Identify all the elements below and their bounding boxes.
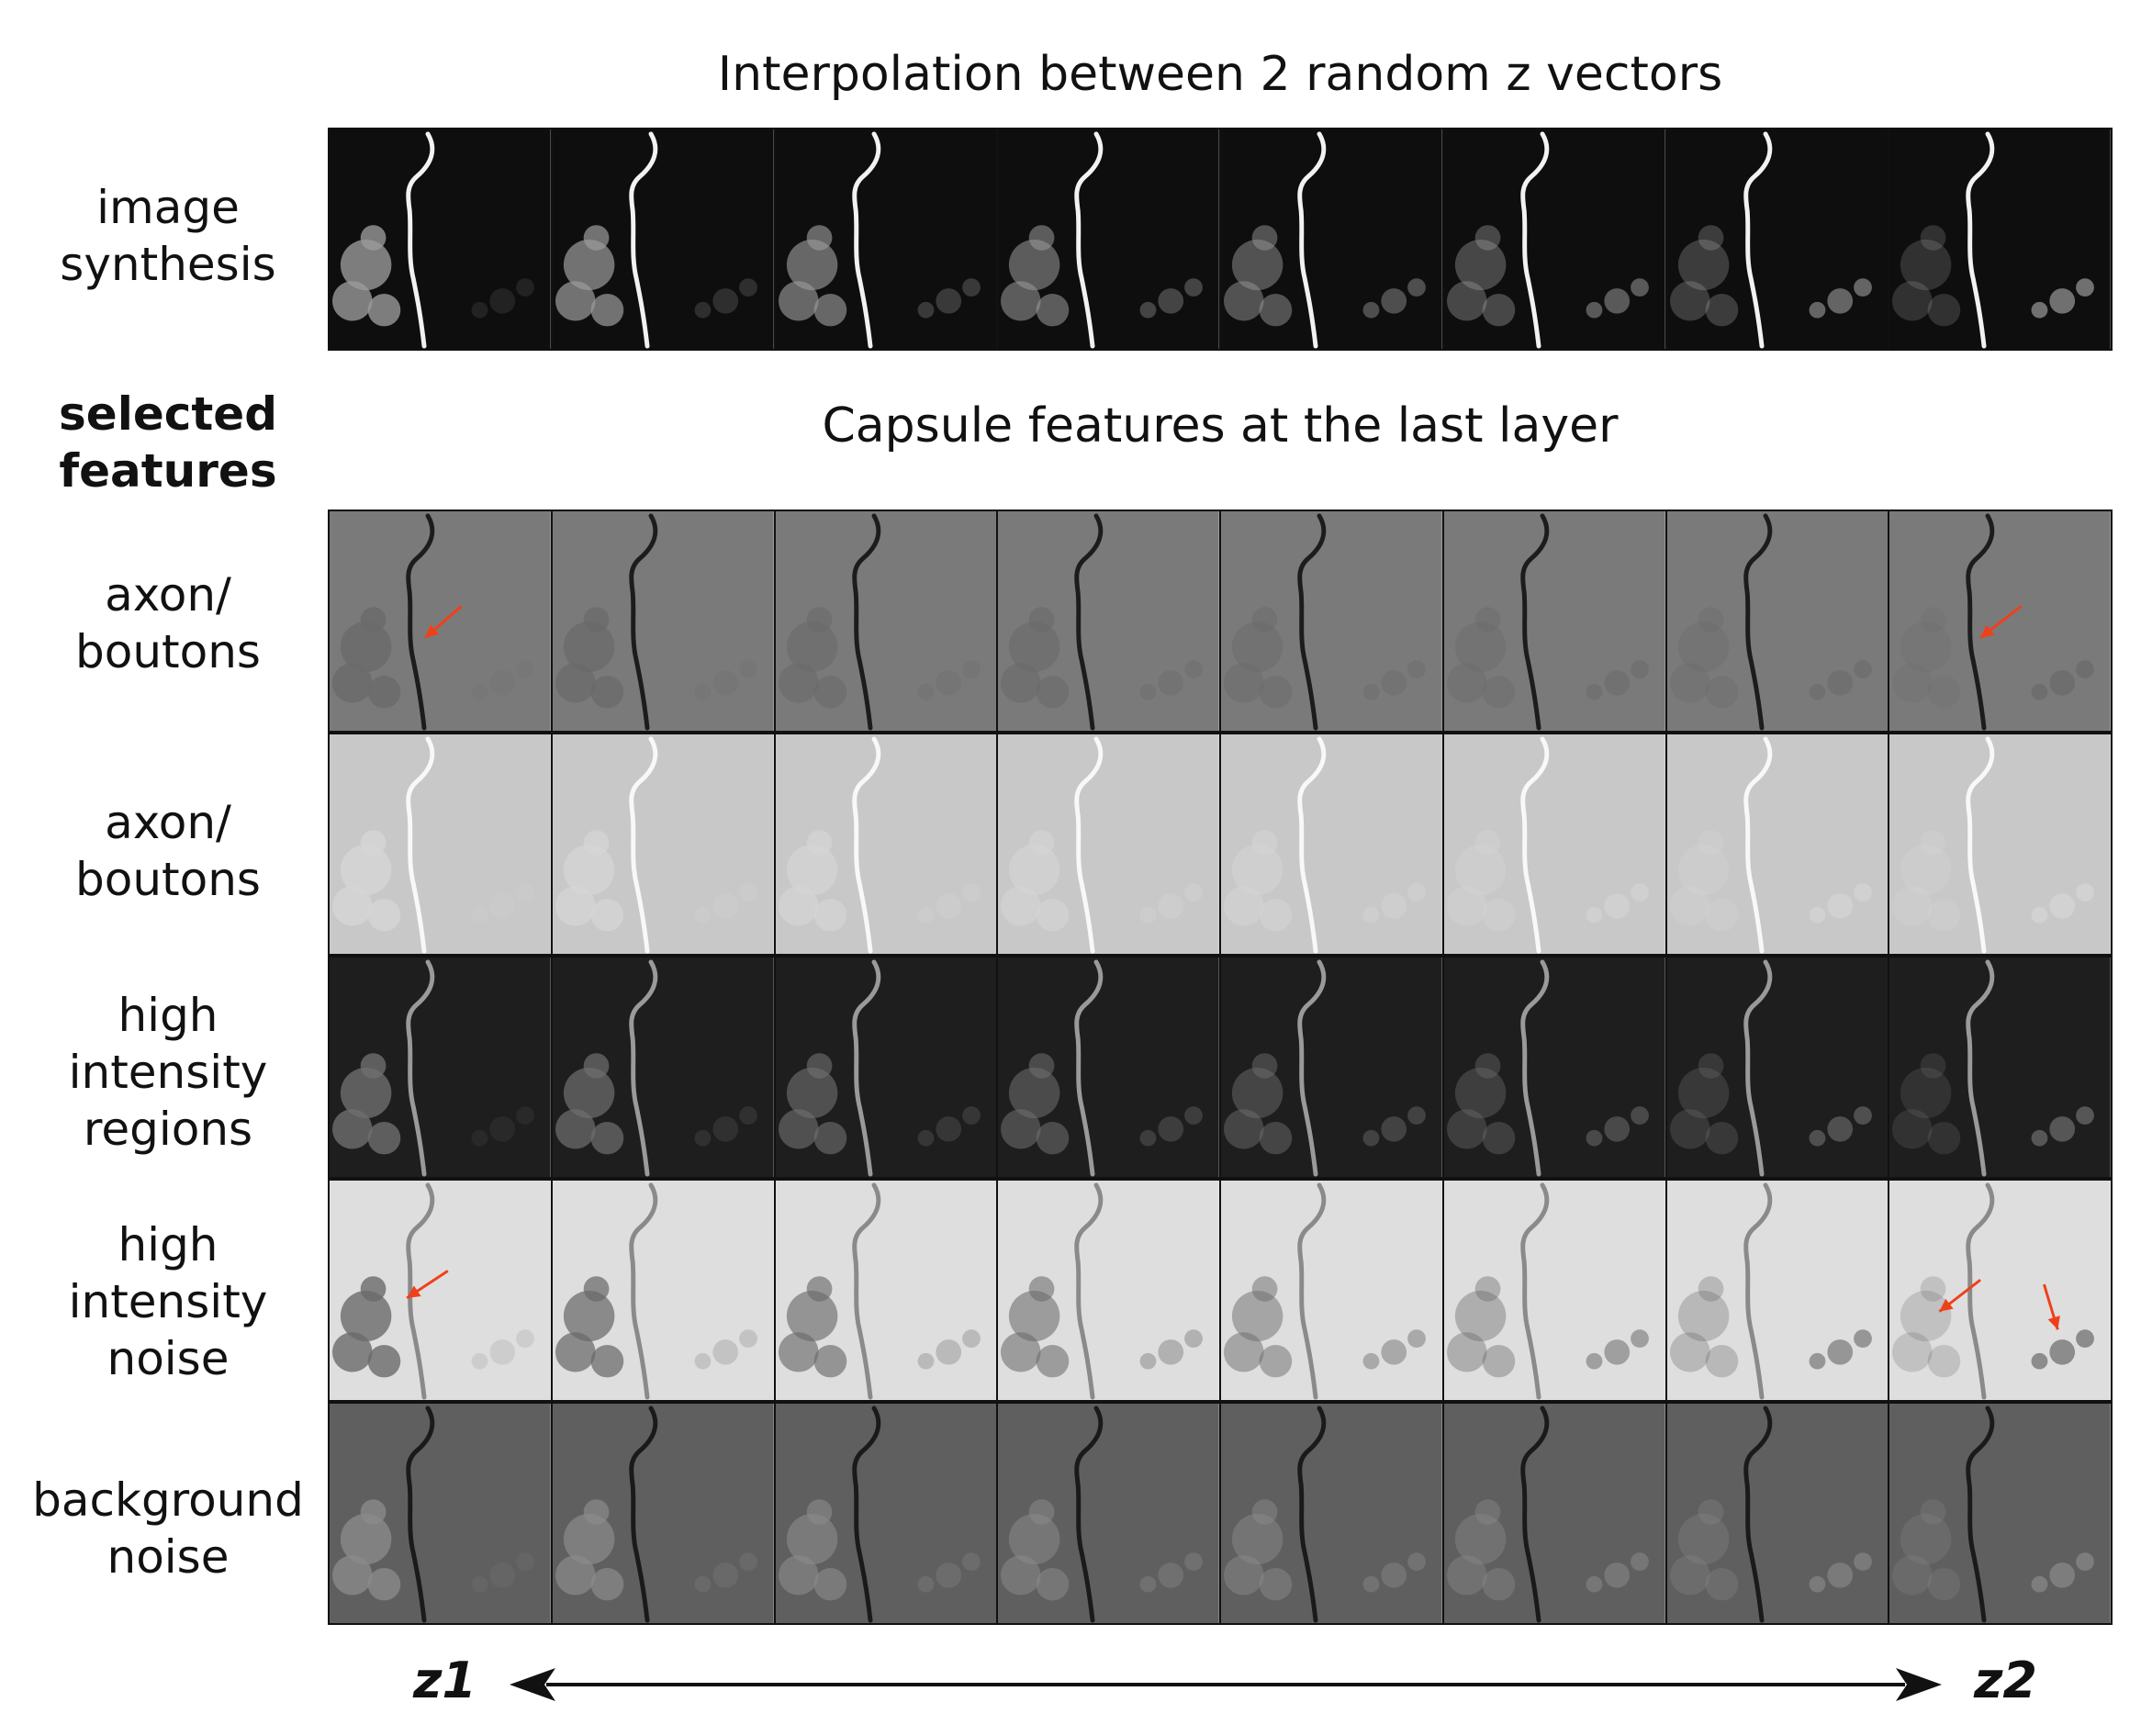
annotation-arrow [406,1270,449,1300]
micrograph-panel [1221,511,1444,731]
micrograph-panel [1889,1404,2111,1623]
micrograph-panel [330,1181,553,1400]
annotation-arrow [2043,1283,2061,1330]
micrograph-panel [1666,129,1890,349]
image-synthesis-strip [328,128,2113,351]
micrograph-panel [1889,958,2111,1177]
micrograph-panel [775,1404,999,1623]
micrograph-panel [1221,129,1444,349]
micrograph-panel [1889,1181,2111,1400]
micrograph-panel [775,129,999,349]
micrograph-panel [1889,734,2111,954]
micrograph-panel [998,511,1221,731]
micrograph-panel [1666,734,1890,954]
micrograph-panel [1666,1404,1890,1623]
micrograph-panel [1889,511,2111,731]
axon-boutons-strip-1 [328,510,2113,733]
z1-label: z1 [413,1652,477,1709]
micrograph-panel [998,129,1221,349]
micrograph-panel [1221,1404,1444,1623]
micrograph-panel [1443,511,1667,731]
micrograph-panel [330,958,553,1177]
row-label-axon-boutons-2: axon/ boutons [75,796,261,906]
micrograph-panel [330,734,553,954]
annotation-arrow [1938,1279,1982,1313]
micrograph-panel [1443,958,1667,1177]
micrograph-panel [1221,1181,1444,1400]
z2-label: z2 [1974,1652,2038,1709]
micrograph-panel [1443,1404,1667,1623]
micrograph-panel [775,511,999,731]
micrograph-panel [1443,734,1667,954]
row-label-high-intensity-noise: high intensity noise [68,1218,268,1385]
micrograph-panel [775,1181,999,1400]
micrograph-panel [552,129,776,349]
micrograph-panel [775,734,999,954]
micrograph-panel [1443,129,1667,349]
micrograph-panel [1221,958,1444,1177]
row-label-high-intensity-regions: high intensity regions [68,989,268,1156]
micrograph-panel [998,734,1221,954]
micrograph-panel [1666,958,1890,1177]
micrograph-panel [1889,129,2111,349]
micrograph-panel [552,958,776,1177]
micrograph-panel [775,958,999,1177]
micrograph-panel [330,1404,553,1623]
micrograph-panel [552,511,776,731]
section-title: Capsule features at the last layer [822,398,1619,454]
high-intensity-noise-strip [328,1179,2113,1402]
micrograph-panel [1221,734,1444,954]
micrograph-panel [1666,511,1890,731]
row-label-selected-features: selected features [59,387,277,498]
background-noise-strip [328,1402,2113,1625]
micrograph-panel [552,734,776,954]
figure-title: Interpolation between 2 random z vectors [717,47,1723,102]
micrograph-panel [330,129,553,349]
micrograph-panel [998,958,1221,1177]
interpolation-arrow [510,1668,1942,1701]
micrograph-panel [1666,1181,1890,1400]
row-label-axon-boutons-1: axon/ boutons [75,568,261,678]
micrograph-panel [1443,1181,1667,1400]
micrograph-panel [998,1181,1221,1400]
row-label-background-noise: background noise [32,1473,304,1584]
high-intensity-regions-strip [328,956,2113,1179]
micrograph-panel [552,1181,776,1400]
micrograph-panel [998,1404,1221,1623]
micrograph-panel [330,511,553,731]
row-label-image-synthesis: image synthesis [60,181,276,291]
annotation-arrow [1979,605,2023,639]
micrograph-panel [552,1404,776,1623]
axon-boutons-strip-2 [328,733,2113,956]
annotation-arrow [424,605,463,639]
